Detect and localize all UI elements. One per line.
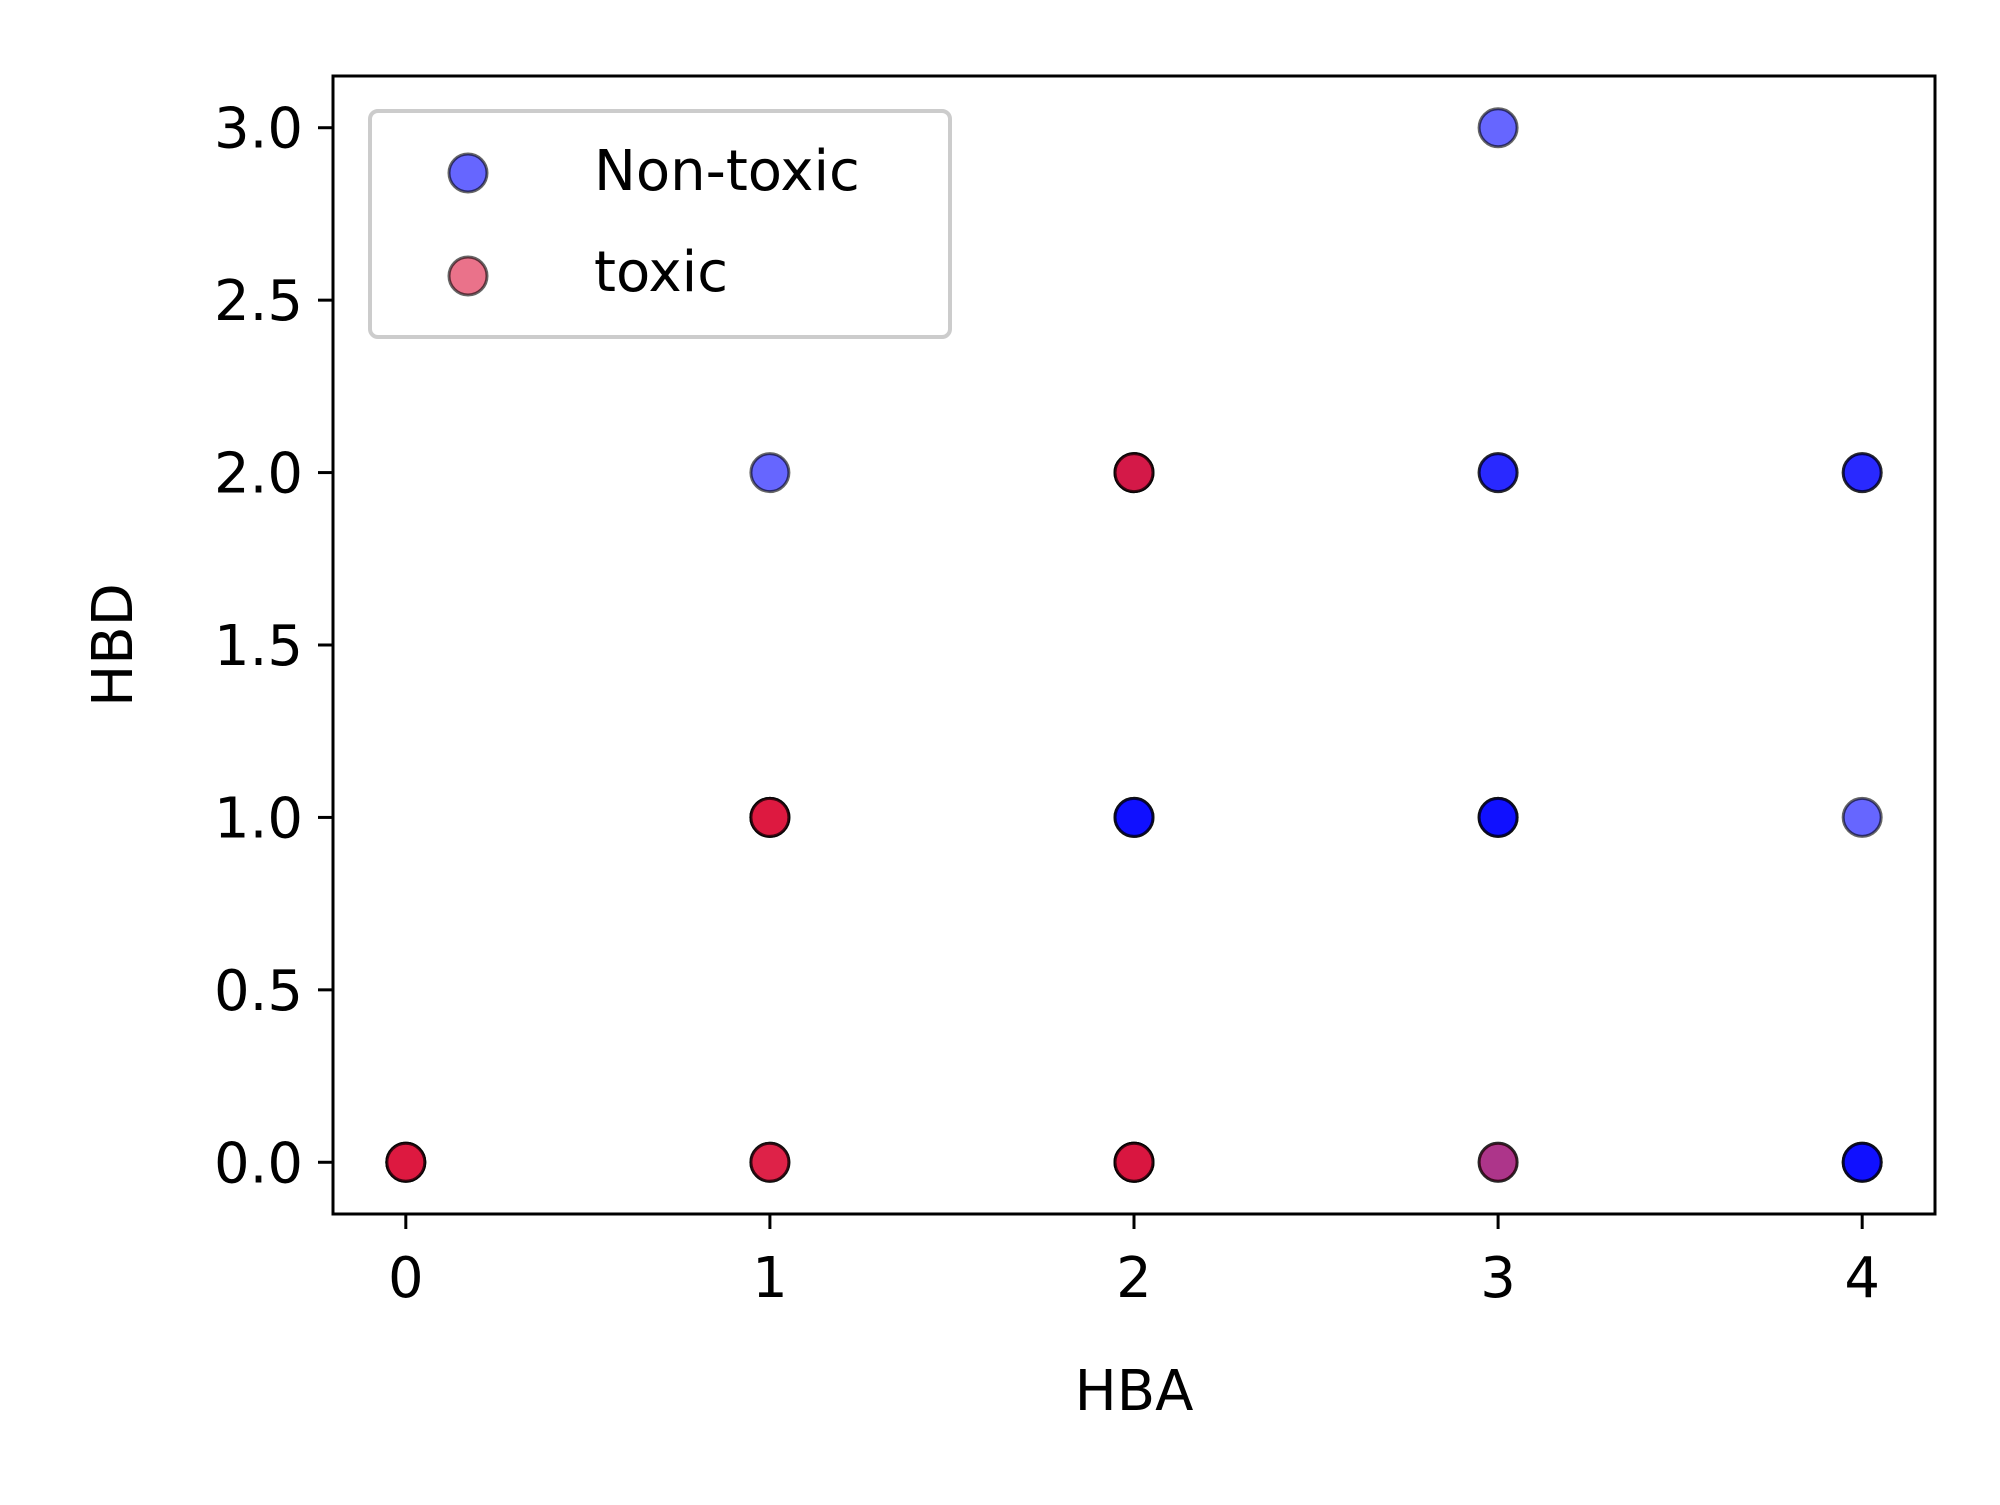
- point-toxic: [385, 1141, 427, 1183]
- y-axis: 0.0 0.5 1.0 1.5 2.0 2.5 3.0: [214, 97, 333, 1196]
- points-layer: [385, 107, 1883, 1183]
- legend-label-toxic: toxic: [594, 240, 728, 305]
- point-non-toxic: [749, 452, 791, 494]
- point-non-toxic: [1841, 452, 1883, 494]
- y-tick-label: 0.0: [214, 1131, 303, 1196]
- point-non-toxic: [1113, 796, 1155, 838]
- point-toxic: [1477, 1141, 1519, 1183]
- legend-frame: [368, 109, 952, 339]
- y-tick-label: 1.5: [214, 614, 303, 679]
- legend-label-non-toxic: Non-toxic: [594, 139, 860, 204]
- x-tick-label: 4: [1844, 1246, 1880, 1311]
- y-tick-label: 2.5: [214, 269, 303, 334]
- x-axis-label: HBA: [1075, 1359, 1194, 1424]
- legend-marker-non-toxic: [447, 152, 489, 194]
- y-axis-label: HBD: [81, 583, 146, 707]
- point-non-toxic: [1841, 796, 1883, 838]
- x-tick-label: 1: [752, 1246, 788, 1311]
- point-non-toxic: [1477, 452, 1519, 494]
- x-axis: 0 1 2 3 4: [388, 1214, 1880, 1311]
- x-tick-label: 0: [388, 1246, 424, 1311]
- x-tick-label: 2: [1116, 1246, 1152, 1311]
- point-non-toxic: [1477, 796, 1519, 838]
- y-tick-label: 3.0: [214, 97, 303, 162]
- x-tick-label: 3: [1480, 1246, 1516, 1311]
- y-tick-label: 0.5: [214, 959, 303, 1024]
- y-tick-label: 2.0: [214, 442, 303, 507]
- point-toxic: [1113, 452, 1155, 494]
- y-tick-label: 1.0: [214, 786, 303, 851]
- point-non-toxic: [1477, 107, 1519, 149]
- legend-marker-toxic: [447, 255, 489, 297]
- legend: Non-toxic toxic: [368, 109, 952, 339]
- point-non-toxic: [1841, 1141, 1883, 1183]
- point-toxic: [1113, 1141, 1155, 1183]
- point-toxic: [749, 796, 791, 838]
- point-toxic: [749, 1141, 791, 1183]
